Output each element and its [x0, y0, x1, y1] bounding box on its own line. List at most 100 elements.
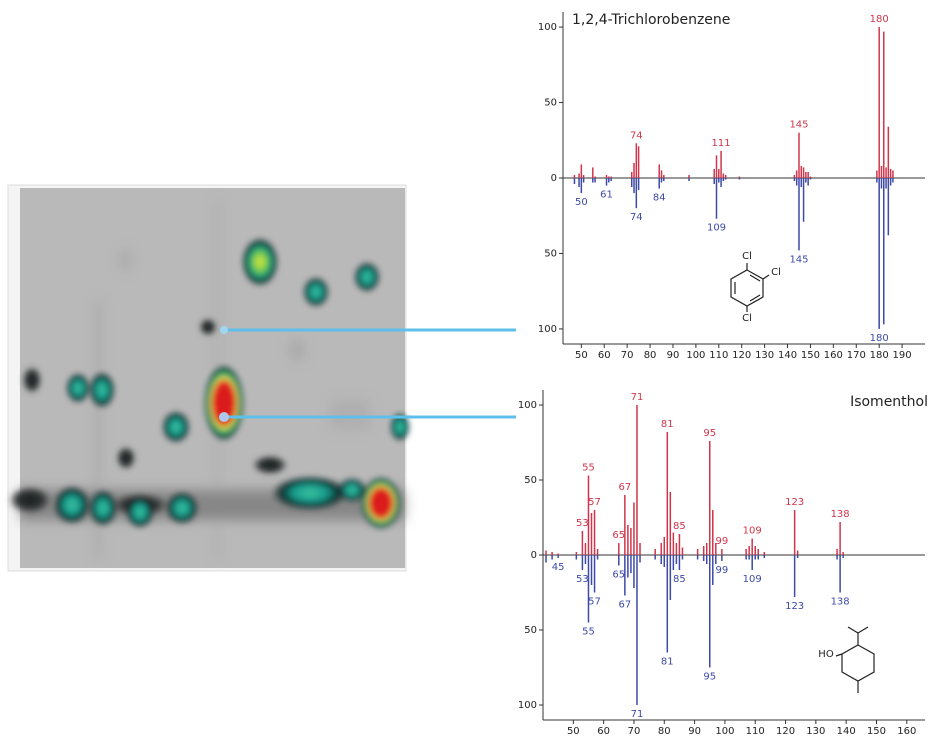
y-tick-label: 50	[544, 248, 557, 259]
peak	[809, 176, 812, 178]
x-tick-label: 160	[897, 726, 916, 736]
peak	[592, 178, 594, 183]
peak	[637, 146, 640, 178]
structure-trichlorobenzene	[730, 263, 770, 312]
peak-label: 85	[673, 521, 686, 532]
peak	[639, 555, 641, 563]
peak	[876, 178, 878, 183]
chart-title: Isomenthol	[850, 394, 928, 410]
peak	[748, 546, 750, 555]
peak	[721, 549, 723, 555]
peak-label: 138	[831, 509, 850, 520]
peak	[587, 475, 590, 555]
peak	[666, 432, 669, 555]
peak	[738, 178, 741, 180]
peak	[675, 543, 678, 555]
peak	[712, 555, 714, 585]
peak	[666, 555, 669, 653]
peak	[582, 174, 585, 178]
peak	[878, 27, 880, 178]
peak	[663, 555, 666, 567]
peak	[681, 547, 684, 555]
x-tick-label: 140	[778, 350, 797, 361]
peak	[580, 164, 583, 178]
x-tick-label: 90	[688, 726, 701, 736]
peak-label: 109	[707, 223, 726, 234]
peak-label: 74	[630, 130, 643, 141]
peak	[584, 555, 587, 564]
peak	[581, 555, 584, 570]
peak	[633, 502, 635, 555]
peak	[718, 168, 720, 178]
x-tick-label: 130	[755, 350, 774, 361]
peak	[688, 174, 690, 178]
peak	[724, 174, 727, 178]
peak	[715, 543, 717, 555]
peak	[809, 178, 812, 180]
peak-label: 123	[785, 601, 804, 612]
peak	[800, 165, 803, 178]
y-tick-label: 100	[538, 324, 557, 335]
peak	[702, 546, 705, 555]
peak	[796, 555, 799, 558]
peak	[745, 555, 747, 560]
peak	[887, 178, 890, 236]
x-tick-label: 80	[644, 350, 657, 361]
connector-lines	[219, 326, 516, 422]
peak-label: 111	[712, 138, 731, 149]
peak	[660, 178, 663, 183]
peak	[763, 552, 766, 555]
peak-label: 123	[785, 497, 804, 508]
peak-label: 65	[612, 530, 625, 541]
peak	[633, 178, 635, 194]
peak	[712, 510, 714, 555]
peak-label: 145	[789, 120, 808, 131]
peak	[798, 178, 800, 251]
peak	[580, 178, 583, 194]
peak-label: 57	[588, 497, 601, 508]
x-tick-label: 130	[806, 726, 825, 736]
peak-label: 61	[600, 190, 613, 201]
peak	[637, 178, 640, 191]
peak	[696, 549, 699, 555]
peak	[654, 549, 656, 555]
peak	[805, 178, 807, 183]
y-tick-label: 50	[524, 625, 537, 636]
structure-isomenthol	[835, 626, 875, 693]
peak	[807, 178, 809, 186]
peak	[842, 552, 844, 555]
peak	[889, 168, 892, 178]
y-tick-label: 100	[518, 700, 537, 711]
peak	[889, 178, 892, 186]
peak-label: 74	[630, 212, 643, 223]
peak-label: 67	[618, 600, 631, 611]
peak	[660, 555, 662, 564]
peak	[713, 178, 715, 185]
peak-label: 180	[870, 333, 889, 344]
peak	[751, 555, 753, 570]
peak	[883, 31, 885, 179]
peak	[593, 510, 596, 555]
peak-label: 138	[831, 597, 850, 608]
peak	[605, 174, 608, 178]
peak	[705, 555, 708, 564]
y-tick-label: 100	[538, 22, 557, 33]
peak	[724, 178, 727, 180]
peak	[793, 510, 796, 555]
peak	[702, 555, 705, 561]
peak	[663, 537, 666, 555]
x-tick-label: 190	[893, 350, 912, 361]
peak	[545, 550, 547, 555]
peak	[836, 555, 838, 560]
peak	[635, 143, 638, 178]
peak	[720, 150, 722, 178]
peak-label: 53	[576, 574, 589, 585]
peak	[663, 178, 665, 182]
x-tick-label: 70	[621, 350, 634, 361]
y-tick-label: 100	[518, 400, 537, 411]
peak-label: 55	[582, 463, 595, 474]
peak-label: 145	[789, 254, 808, 265]
peak	[722, 173, 725, 178]
peak-label: 95	[703, 428, 716, 439]
peak	[795, 178, 798, 186]
